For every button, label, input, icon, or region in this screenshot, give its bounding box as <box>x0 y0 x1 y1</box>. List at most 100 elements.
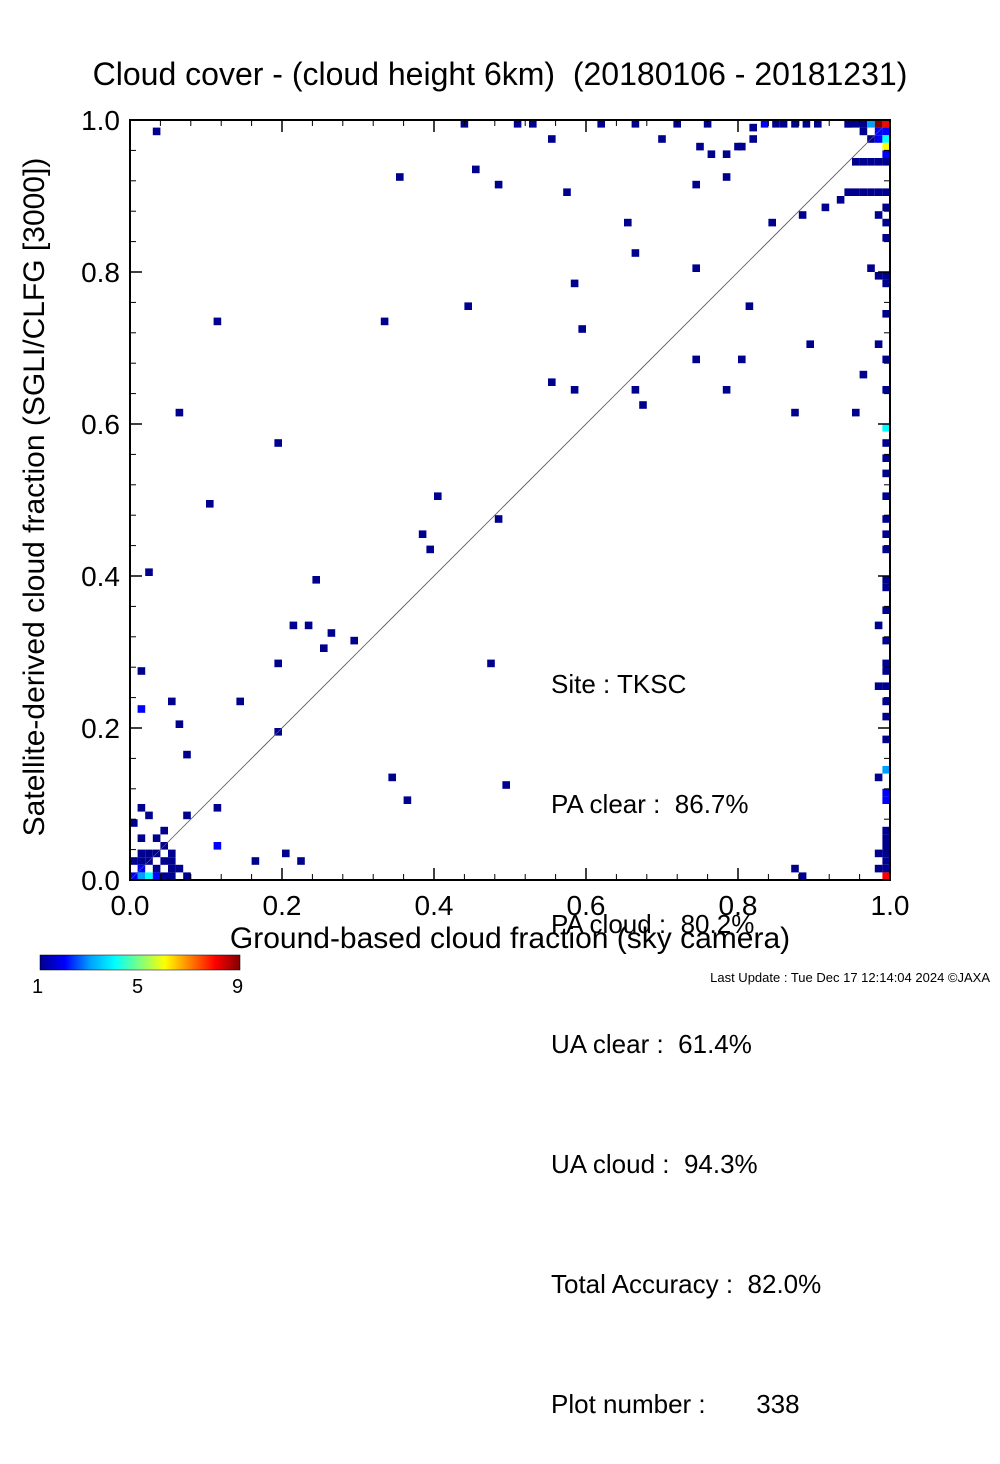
y-tick-label: 0.0 <box>81 865 120 896</box>
heatmap-cell <box>852 120 860 128</box>
heatmap-cell <box>882 682 890 690</box>
stat-plot-number: Plot number : 338 <box>551 1389 800 1419</box>
x-tick-label: 0.2 <box>263 890 302 921</box>
heatmap-cell <box>882 796 890 804</box>
heatmap-cell <box>380 317 389 326</box>
identity-line <box>129 119 891 881</box>
heatmap-cell <box>274 659 282 668</box>
plot-frame <box>129 119 891 881</box>
heatmap-cell <box>631 386 640 394</box>
colorbar-mid-label: 5 <box>132 976 144 998</box>
heatmap-cell <box>274 439 282 447</box>
heatmap-cell <box>791 408 799 417</box>
heatmap-cell <box>175 720 184 728</box>
heatmap-cell <box>563 188 571 196</box>
heatmap-cell <box>160 872 168 880</box>
heatmap-cell <box>213 842 222 850</box>
heatmap-cell <box>798 872 807 880</box>
heatmap-cell <box>859 158 868 166</box>
heatmap-cell <box>798 211 807 219</box>
heatmap-cell <box>882 272 890 280</box>
heatmap-cell <box>882 158 890 166</box>
heatmap-cell <box>513 120 522 128</box>
heatmap-cell <box>707 150 716 158</box>
heatmap-cell <box>145 811 153 820</box>
heatmap-cell <box>168 864 176 873</box>
heatmap-cell <box>722 173 731 181</box>
heatmap-cell <box>882 576 890 584</box>
heatmap-cell <box>882 310 890 318</box>
heatmap-cell <box>175 864 184 873</box>
heatmap-cell <box>882 606 890 614</box>
x-axis-label: Ground-based cloud fraction (sky camera) <box>229 922 791 955</box>
heatmap-cell <box>882 834 890 842</box>
heatmap-cell <box>859 370 868 379</box>
heatmap-cell <box>882 872 890 880</box>
heatmap-cell <box>494 180 503 189</box>
heatmap-cell <box>852 188 860 196</box>
heatmap-cell <box>396 173 404 181</box>
x-tick-label: 0.6 <box>567 890 606 921</box>
heatmap-cell <box>137 705 146 713</box>
heatmap-cell <box>327 629 336 637</box>
heatmap-cell <box>631 249 640 257</box>
y-tick-label: 0.4 <box>81 561 120 592</box>
heatmap-cell <box>529 120 537 128</box>
heatmap-cell <box>304 621 313 630</box>
heatmap-cell <box>859 188 868 196</box>
heatmap-cell <box>867 158 875 166</box>
heatmap-cell <box>882 218 890 227</box>
x-tick-label: 0.4 <box>415 890 454 921</box>
heatmap-cell <box>426 545 434 554</box>
heatmap-cell <box>882 355 890 364</box>
heatmap-cell <box>152 872 161 880</box>
heatmap-cell <box>183 872 191 880</box>
heatmap-cell <box>882 127 890 136</box>
heatmap-cell <box>692 355 700 364</box>
heatmap-cell <box>289 621 298 630</box>
heatmap-cell <box>570 386 579 394</box>
heatmap-cell <box>882 842 890 850</box>
heatmap-cell <box>882 150 890 158</box>
heatmap-cell <box>206 500 214 508</box>
x-tick-label: 0.8 <box>719 890 758 921</box>
stat-pa-clear: PA clear : 86.7% <box>551 789 749 819</box>
y-tick-label: 0.8 <box>81 257 120 288</box>
x-tick-label: 1.0 <box>871 890 910 921</box>
heatmap-cell <box>168 849 176 858</box>
heatmap-cell <box>692 180 700 189</box>
heatmap-cell <box>859 127 868 136</box>
heatmap-cell <box>738 355 746 364</box>
heatmap-cell <box>852 158 860 166</box>
heatmap-cell <box>874 120 883 128</box>
heatmap-cell <box>802 120 811 128</box>
heatmap-cell <box>874 773 883 782</box>
colorbar <box>39 954 241 971</box>
heatmap-cell <box>749 135 757 143</box>
heatmap-cell <box>882 697 890 706</box>
heatmap-cell <box>882 135 890 143</box>
chart-canvas: 0.0 0.2 0.4 0.6 0.8 1.0 0.0 0.2 0.4 0.6 0.8 1.0 <box>39 105 910 971</box>
heatmap-cell <box>867 188 875 196</box>
heatmap-cell <box>882 864 890 873</box>
heatmap-cell <box>548 135 556 143</box>
heatmap-cell <box>472 165 480 174</box>
heatmap-cell <box>882 857 890 865</box>
heatmap-cell <box>350 636 358 645</box>
heatmap-cell <box>137 849 146 858</box>
heatmap-cell <box>874 340 883 348</box>
heatmap-cell <box>882 826 890 835</box>
heatmap-cell <box>882 515 890 523</box>
heatmap-cell <box>692 264 700 272</box>
heatmap-cell <box>874 188 883 196</box>
heatmap-cell <box>882 545 890 554</box>
heatmap-cell <box>145 872 153 880</box>
heatmap-cell <box>722 386 731 394</box>
heatmap-cell <box>403 796 412 804</box>
statistics-panel: Site : TKSC PA clear : 86.7% PA cloud : … <box>551 584 821 1464</box>
y-tick-label: 0.2 <box>81 713 120 744</box>
heatmap-cell <box>631 120 640 128</box>
heatmap-cell <box>152 864 161 873</box>
y-tick-label: 1.0 <box>81 105 120 136</box>
heatmap-cell <box>779 120 788 128</box>
